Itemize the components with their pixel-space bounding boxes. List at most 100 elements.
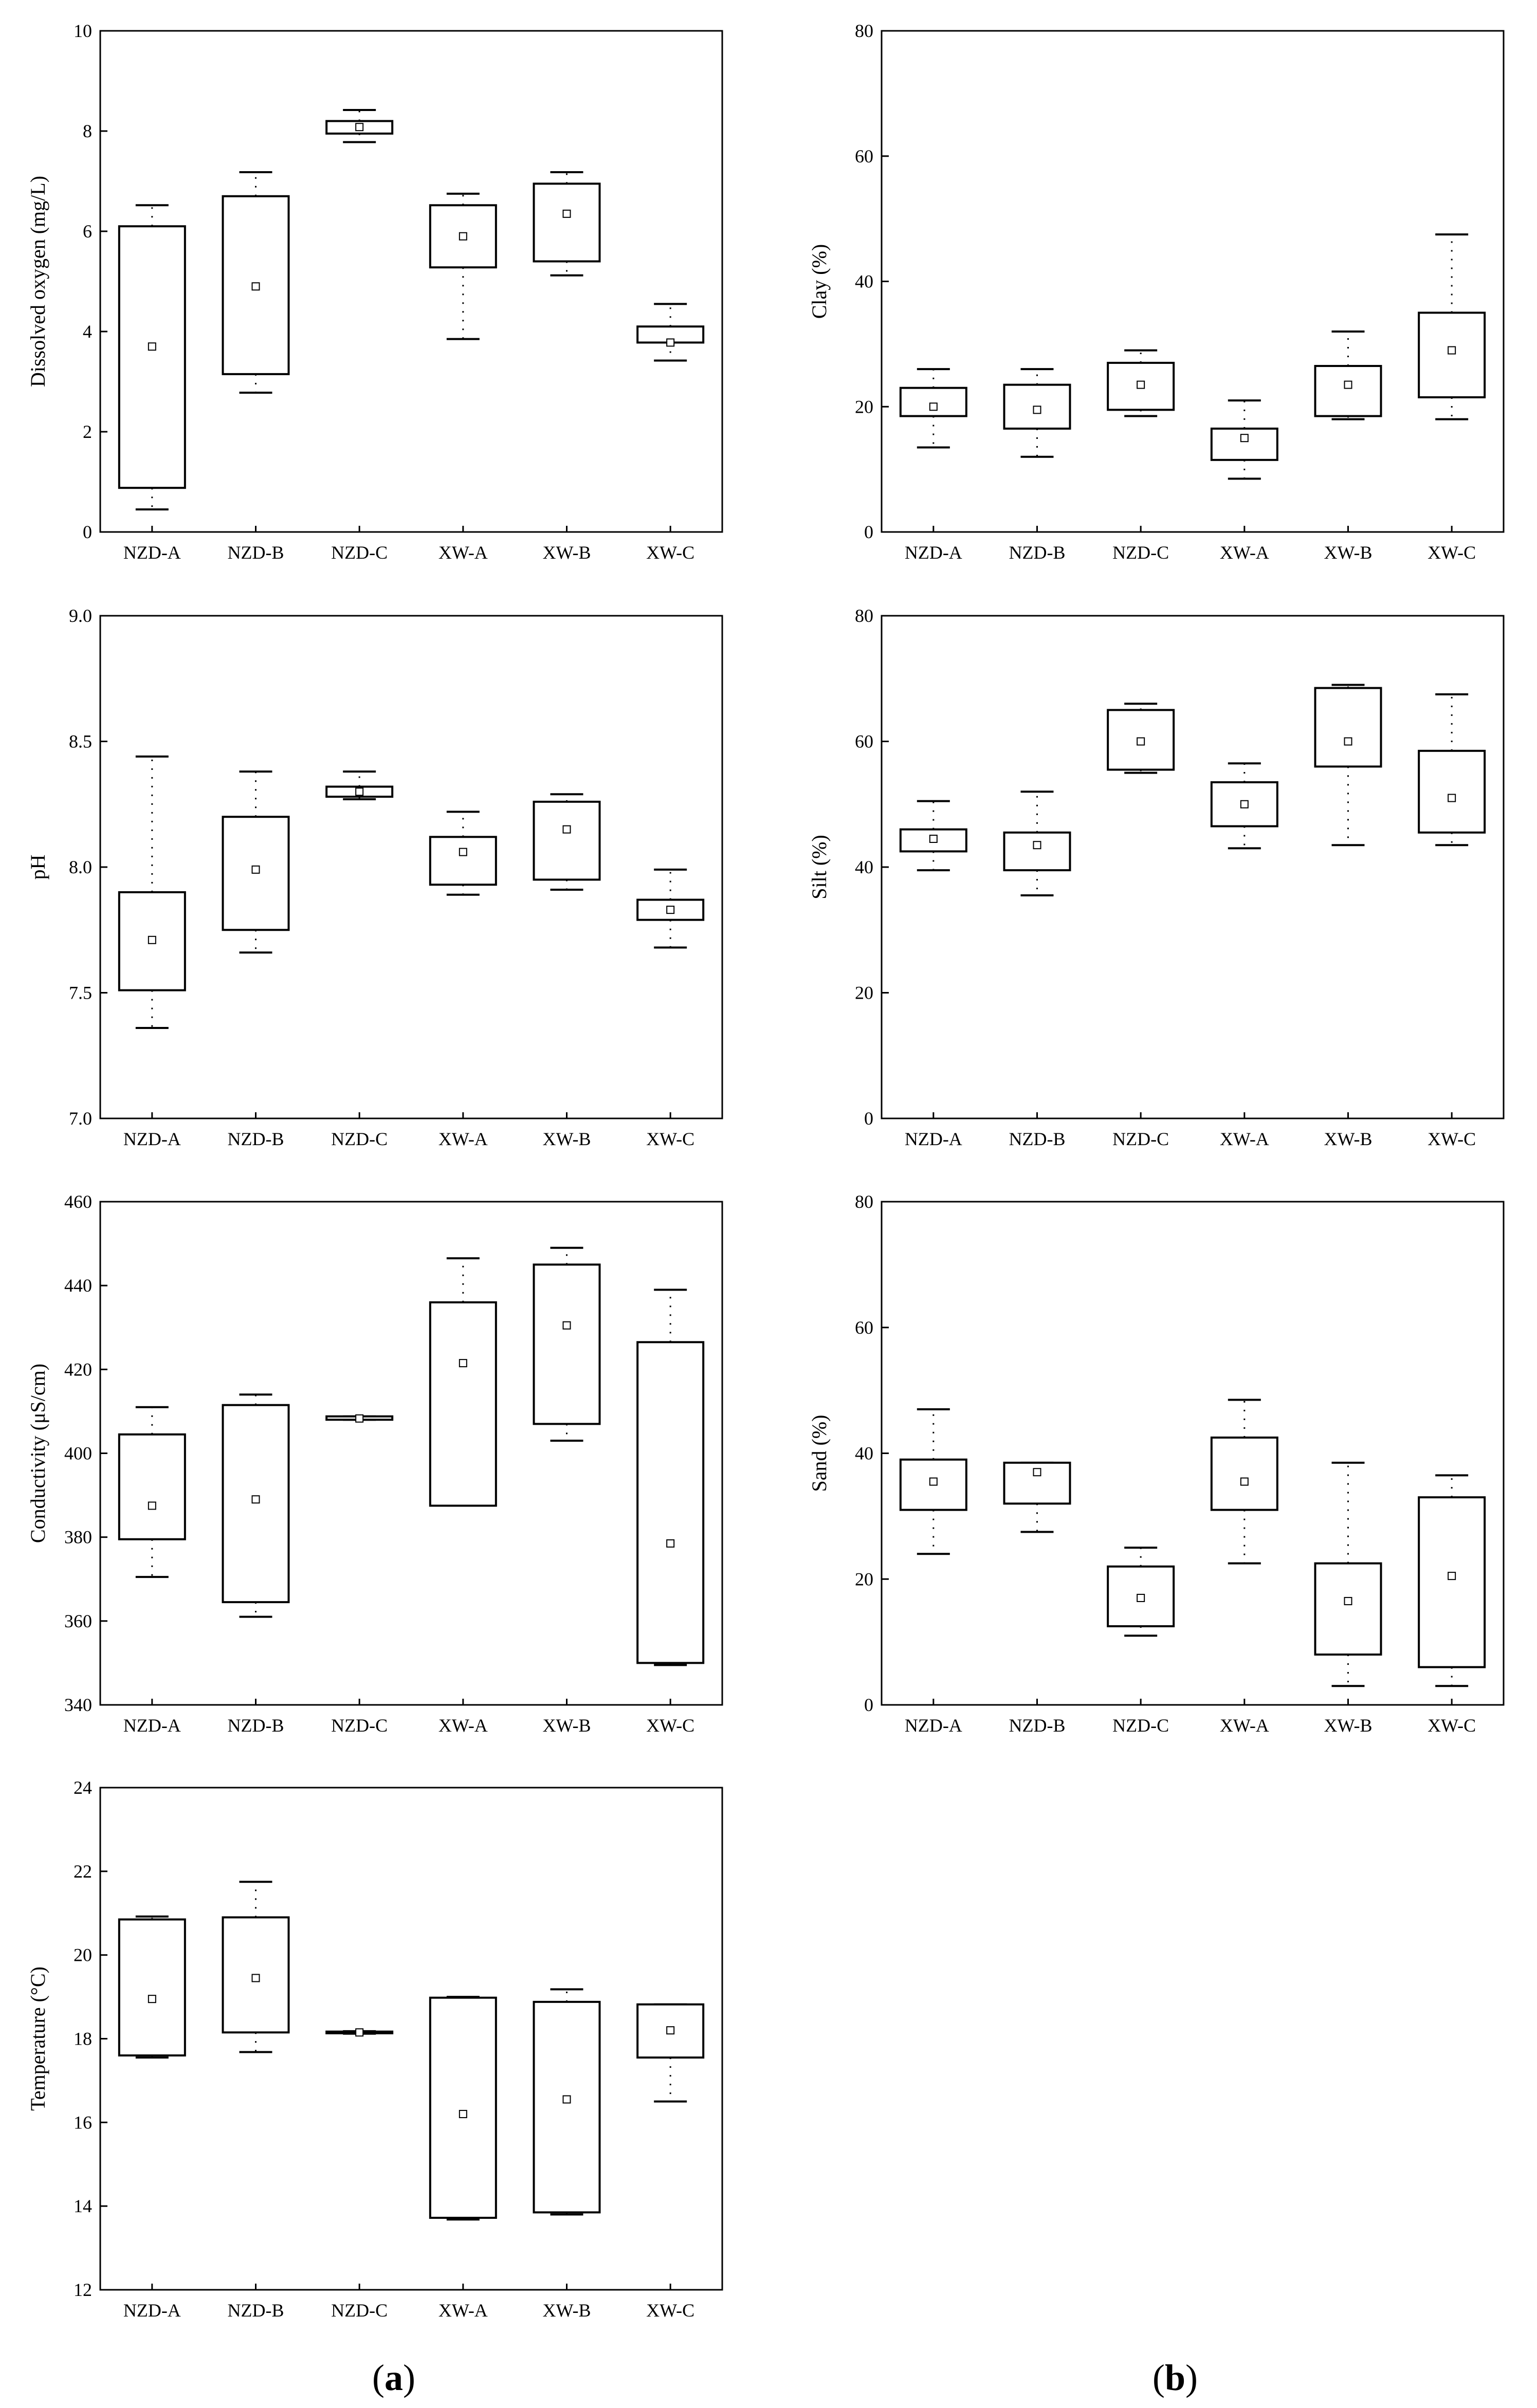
y-tick-label: 360 [64,1611,92,1631]
x-tick-label: NZD-B [228,1129,284,1149]
mean-marker [459,2110,467,2119]
box-XW-C: XW-C [636,868,705,1149]
x-tick-label: NZD-B [228,1715,284,1736]
iqr-box [1314,1562,1382,1656]
chart-panel-2: 340 360 380 400 420 440 460 Conductivity (μS/cm… [26,1191,723,1736]
box-NZD-A: NZD-A [118,755,186,1149]
x-tick-label: XW-B [543,1715,591,1736]
y-tick-label: 4 [83,321,92,342]
mean-marker [1344,1597,1352,1606]
y-tick-label: 40 [855,271,873,292]
x-tick-label: XW-A [1220,542,1269,563]
chart-panel-5: 0 20 40 60 80 Silt (%) NZD-A NZD-B NZD-C XW-A XW-B… [808,605,1505,1149]
y-tick-label: 40 [855,1443,873,1464]
iqr-box [1418,1496,1486,1668]
box-NZD-B: NZD-B [1003,368,1071,563]
iqr-box [1003,831,1071,872]
box-NZD-A: NZD-A [118,1915,186,2321]
y-axis-label: Silt (%) [808,835,831,899]
mean-marker [562,209,571,218]
mean-marker [355,1414,364,1423]
x-tick-label: XW-B [1324,542,1373,563]
iqr-box [636,1341,705,1664]
box-NZD-C: NZD-C [1107,703,1175,1149]
iqr-box [1210,1436,1278,1511]
x-tick-label: NZD-A [905,542,962,563]
box-NZD-B: NZD-B [222,1881,290,2321]
mean-marker [1344,737,1352,746]
box-NZD-B: NZD-B [222,1393,290,1736]
mean-marker [1448,794,1456,802]
mean-marker [666,1539,675,1548]
box-NZD-B: NZD-B [222,770,290,1149]
x-tick-label: NZD-A [123,542,181,563]
y-tick-label: 460 [64,1191,92,1212]
y-tick-label: 380 [64,1527,92,1548]
x-tick-label: NZD-C [331,1715,388,1736]
box-XW-C: XW-C [1418,693,1486,1149]
box-NZD-C: NZD-C [325,770,394,1149]
mean-marker [251,865,260,874]
y-tick-label: 12 [74,2280,92,2300]
plot-frame [99,1787,723,2291]
iqr-box [533,182,601,263]
y-tick-label: 9.0 [69,605,92,626]
box-NZD-A: NZD-A [899,800,967,1149]
box-XW-C: XW-C [636,1289,705,1736]
y-tick-label: 60 [855,1317,873,1338]
x-tick-label: XW-C [1428,1129,1476,1149]
iqr-box [1418,311,1486,398]
y-tick-label: 24 [74,1777,92,1798]
y-tick-label: 18 [74,2029,92,2049]
y-tick-label: 8 [83,121,92,141]
y-tick-label: 20 [855,983,873,1003]
x-tick-label: NZD-C [1112,1715,1169,1736]
box-NZD-A: NZD-A [899,1408,967,1736]
x-tick-label: XW-C [1428,542,1476,563]
iqr-box [429,1301,497,1507]
mean-marker [355,2028,364,2037]
y-tick-label: 7.0 [69,1108,92,1129]
box-XW-A: XW-A [429,811,497,1149]
mean-marker [251,1495,260,1504]
mean-marker [459,1359,467,1368]
y-tick-label: 40 [855,857,873,877]
box-XW-A: XW-A [429,192,497,563]
mean-marker [929,834,938,843]
iqr-box [533,800,601,881]
y-tick-label: 440 [64,1275,92,1296]
chart-panel-3: 12 14 16 18 20 22 24 Temperature (°C) NZD-A NZD-B… [26,1777,723,2321]
iqr-box [429,1996,497,2219]
y-tick-label: 16 [74,2112,92,2133]
iqr-box [222,816,290,931]
panel-caption-b: (b) [1152,2357,1198,2398]
x-tick-label: XW-C [646,1129,694,1149]
y-tick-label: 22 [74,1861,92,1882]
y-tick-label: 6 [83,221,92,242]
box-NZD-C: NZD-C [1107,1547,1175,1736]
y-tick-label: 7.5 [69,983,92,1003]
y-tick-label: 0 [864,522,873,542]
box-XW-B: XW-B [533,1988,601,2321]
plot-frame [881,615,1505,1119]
y-tick-label: 0 [83,522,92,542]
plot-frame [99,615,723,1119]
mean-marker [562,1321,571,1330]
iqr-box [533,1263,601,1425]
y-tick-label: 0 [864,1108,873,1129]
box-XW-B: XW-B [1314,1461,1382,1736]
x-tick-label: XW-A [438,1129,488,1149]
y-tick-label: 80 [855,21,873,41]
x-tick-label: NZD-A [905,1715,962,1736]
box-XW-A: XW-A [1210,1399,1278,1736]
x-tick-label: NZD-A [905,1129,962,1149]
mean-marker [1344,380,1352,389]
y-tick-label: 20 [855,396,873,417]
mean-marker [1448,346,1456,355]
box-NZD-A: NZD-A [899,368,967,563]
x-tick-label: XW-A [438,2300,488,2321]
iqr-box [429,836,497,886]
mean-marker [666,338,675,347]
box-NZD-C: NZD-C [325,109,394,563]
